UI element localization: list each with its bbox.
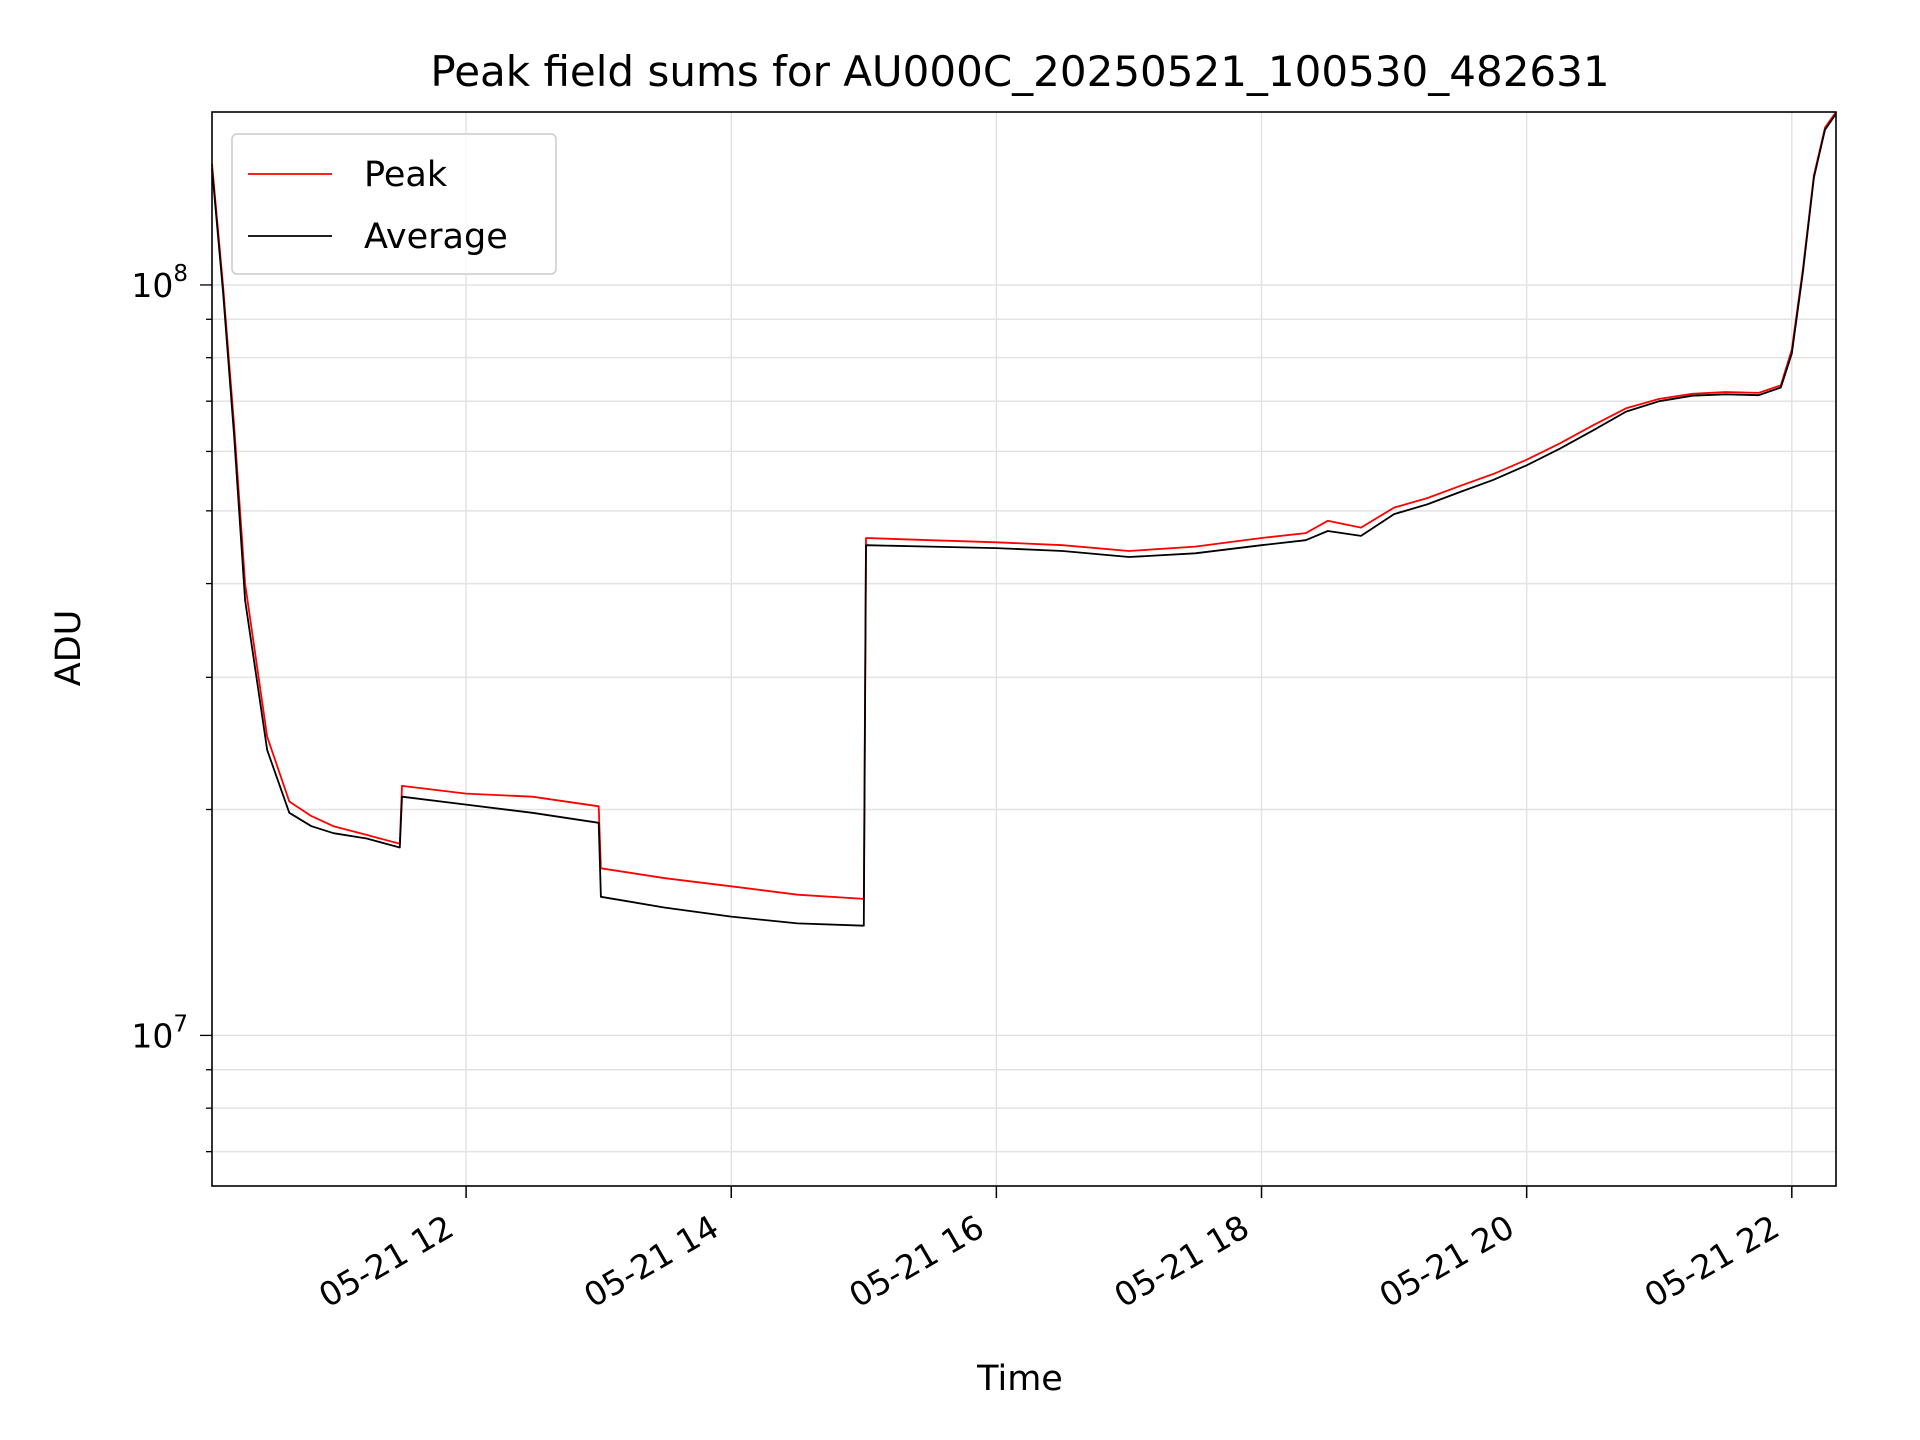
y-tick-exponent: 7: [173, 1011, 188, 1037]
y-tick-label: 108: [131, 261, 188, 305]
series-line-peak: [211, 111, 1837, 900]
series-lines: [211, 111, 1837, 927]
chart-title: Peak field sums for AU000C_20250521_1005…: [430, 47, 1609, 96]
y-tick-base: 10: [131, 1016, 173, 1055]
y-tick-exponent: 8: [173, 261, 188, 287]
legend-label: Peak: [364, 155, 448, 195]
gridlines: [212, 112, 1836, 1186]
y-axis-label: ADU: [49, 610, 89, 687]
axes: [211, 111, 1837, 1187]
legend-frame: [231, 133, 557, 275]
x-axis-label: Time: [976, 1359, 1063, 1399]
plot-frame: [211, 111, 1837, 1187]
y-tick-base: 10: [131, 266, 173, 305]
series-line-average: [211, 113, 1837, 927]
legend-label: Average: [364, 217, 508, 257]
legend: Peak Average: [231, 133, 557, 275]
y-tick-label: 107: [131, 1011, 188, 1055]
